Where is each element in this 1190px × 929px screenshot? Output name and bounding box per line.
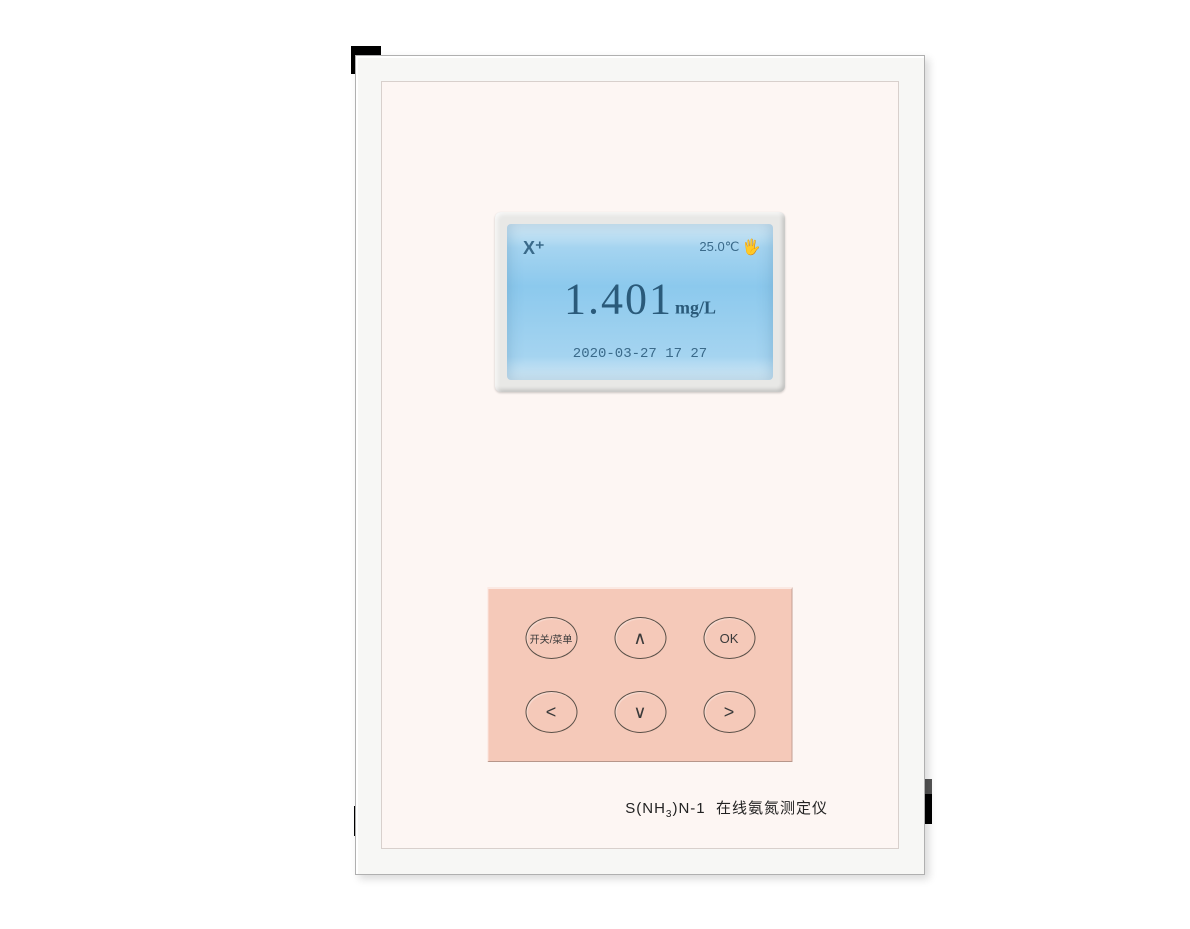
model-label: S(NH3)N-1 在线氨氮测定仪	[625, 797, 828, 820]
menu-power-button[interactable]: 开关/菜单	[525, 617, 577, 659]
reading-unit: mg/L	[675, 297, 716, 317]
up-button[interactable]: ∧	[614, 617, 666, 659]
lcd-datetime: 2020-03-27 17 27	[573, 346, 707, 362]
thermometer-icon: 🖐	[742, 238, 761, 256]
lcd-bezel: X⁺ 25.0℃ 🖐 1.401mg/L 2020-03-27 17 27	[495, 212, 785, 392]
left-button[interactable]: <	[525, 691, 577, 733]
left-arrow-icon: <	[546, 703, 557, 721]
decorative-notch	[914, 792, 932, 824]
temperature-value: 25.0℃	[699, 239, 739, 255]
lcd-screen: X⁺ 25.0℃ 🖐 1.401mg/L 2020-03-27 17 27	[507, 224, 773, 380]
right-arrow-icon: >	[724, 703, 735, 721]
down-arrow-icon: ∨	[633, 703, 646, 721]
decorative-notch	[922, 779, 932, 794]
lcd-status-mode: X⁺	[523, 238, 545, 259]
decorative-notch	[351, 46, 381, 74]
up-arrow-icon: ∧	[633, 629, 646, 647]
down-button[interactable]: ∨	[614, 691, 666, 733]
keypad: 开关/菜单 ∧ OK < ∨ >	[488, 587, 793, 762]
ok-button[interactable]: OK	[703, 617, 755, 659]
model-name: 在线氨氮测定仪	[716, 800, 828, 817]
model-code-suffix: )N-1	[672, 800, 705, 817]
device-faceplate: X⁺ 25.0℃ 🖐 1.401mg/L 2020-03-27 17 27 开关…	[381, 81, 899, 849]
lcd-status-temperature: 25.0℃ 🖐	[699, 238, 761, 256]
right-button[interactable]: >	[703, 691, 755, 733]
reading-value: 1.401	[564, 274, 673, 323]
device-enclosure: X⁺ 25.0℃ 🖐 1.401mg/L 2020-03-27 17 27 开关…	[355, 55, 925, 875]
decorative-notch	[354, 806, 362, 836]
lcd-reading: 1.401mg/L	[564, 273, 716, 324]
model-code-prefix: S(NH	[625, 800, 666, 817]
